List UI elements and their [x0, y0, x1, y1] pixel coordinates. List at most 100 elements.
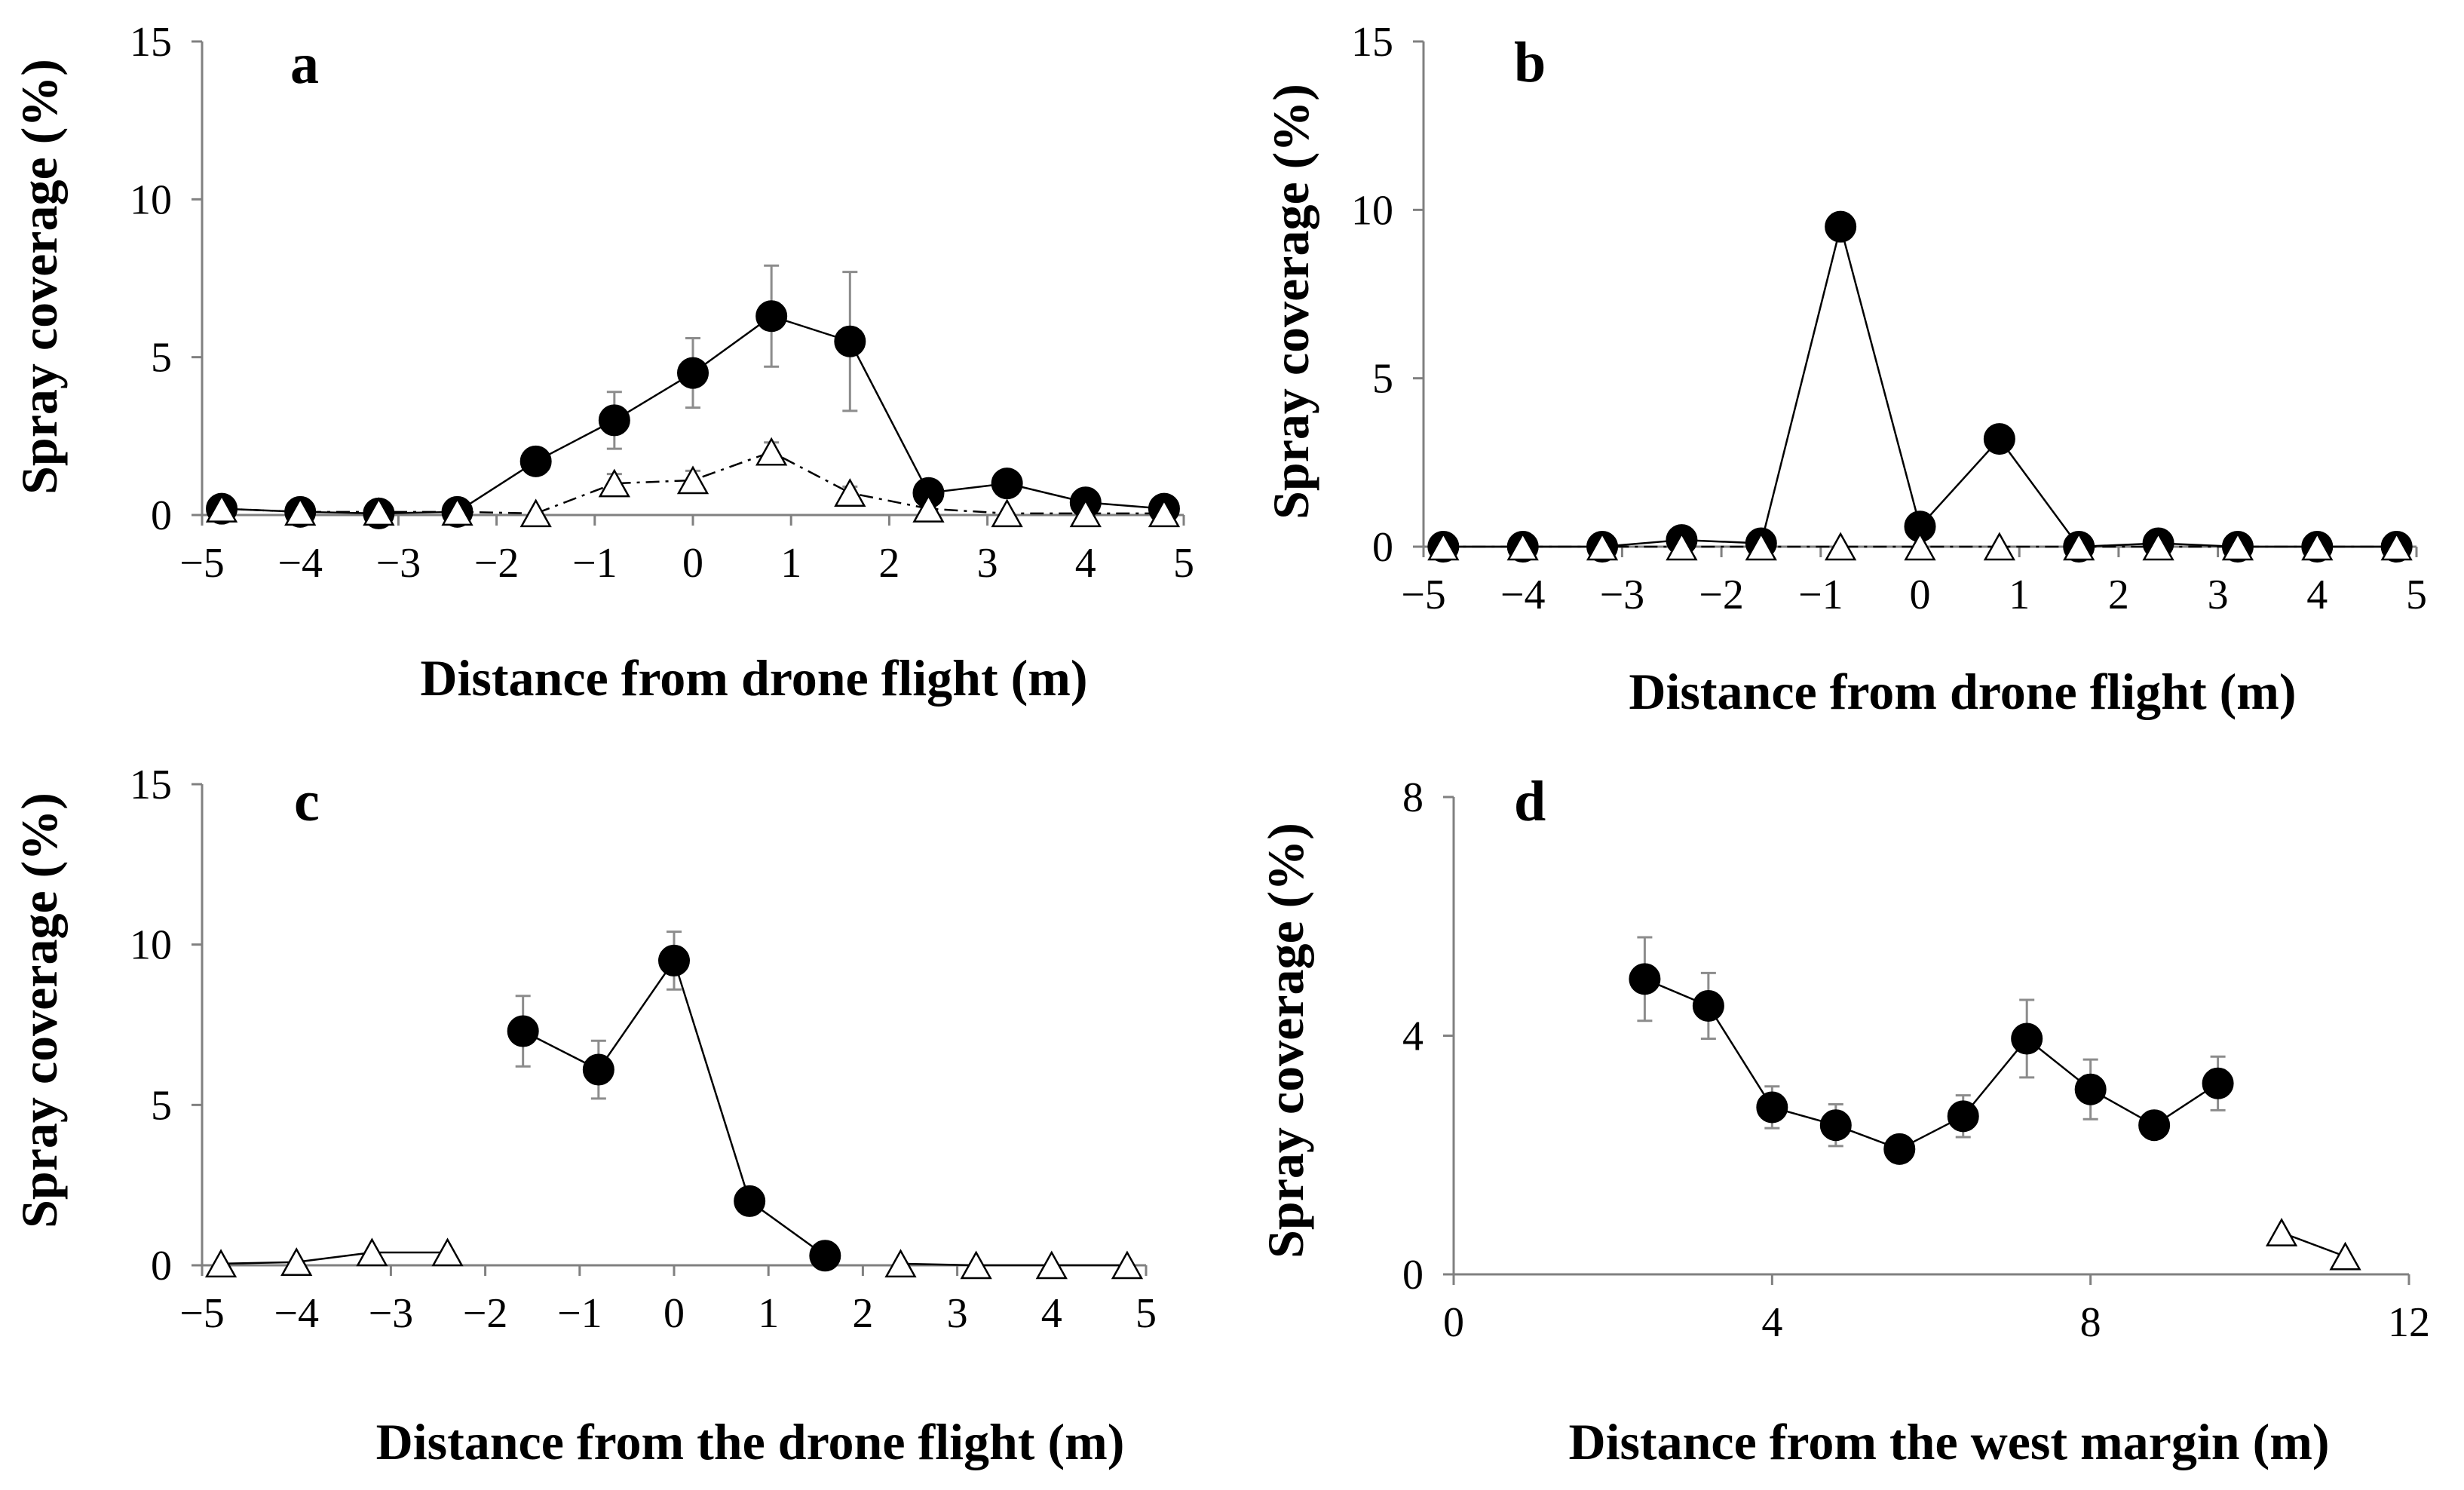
panel-b-data-point-triangle — [1427, 532, 1460, 561]
panel-a-data-point — [598, 404, 630, 437]
panel-c-y-tick-label: 10 — [130, 922, 172, 969]
panel-b-data-point-triangle — [2142, 532, 2174, 561]
panel-d-data-point-triangle — [2329, 1241, 2361, 1271]
panel-a-x-tick-label: 0 — [682, 540, 703, 587]
panel-c-data-point-triangle — [280, 1247, 313, 1276]
panel-c-x-tick-label: 0 — [664, 1290, 685, 1337]
panel-a-y-tick-label: 0 — [151, 492, 172, 539]
panel-d-x-tick-label: 8 — [2080, 1299, 2101, 1346]
panel-c-ylabel: Spray coverage (%) — [11, 793, 68, 1228]
panel-c-y-tick-label: 0 — [151, 1243, 172, 1289]
panel-b-data-point-triangle — [2380, 532, 2413, 561]
panel-c-x-tick-label: −3 — [369, 1290, 414, 1337]
panel-b-x-tick-label: 4 — [2306, 572, 2328, 618]
panel-a-x-tick-label: 2 — [878, 540, 899, 587]
panel-d-data-point — [1819, 1109, 1852, 1142]
panel-d-data-point — [2011, 1022, 2043, 1055]
panel-c-data-point-triangle — [1035, 1250, 1068, 1280]
panel-d-data-point — [1629, 963, 1661, 995]
panel-c-x-tick-label: −5 — [179, 1290, 225, 1337]
panel-b-data-point-triangle — [2221, 532, 2254, 561]
panel-a-chart: a Distance from drone flight (m) Spray c… — [11, 19, 1194, 707]
panel-a-x-tick-label: 4 — [1075, 540, 1096, 587]
panel-d-x-tick-label: 12 — [2388, 1299, 2430, 1346]
panel-c-x-tick-label: −1 — [557, 1290, 602, 1337]
panel-a-x-tick-label: 3 — [977, 540, 998, 587]
panel-d-data-point — [1883, 1133, 1916, 1165]
panel-a-y-tick-label: 5 — [151, 335, 172, 382]
panel-a-data-point — [519, 445, 552, 477]
panel-a-x-tick-label: 5 — [1173, 540, 1194, 587]
panel-a-data-point-triangle — [441, 497, 473, 526]
panel-c-series-2-line — [900, 1262, 1127, 1267]
panel-d-data-point — [1756, 1091, 1788, 1124]
panel-b-ylabel: Spray coverage (%) — [1262, 84, 1319, 520]
panel-a-x-tick-label: −1 — [572, 540, 618, 587]
panel-a-x-tick-label: −5 — [179, 540, 225, 587]
panel-b-y-tick-label: 15 — [1351, 19, 1393, 66]
panel-b-x-tick-label: 1 — [2009, 572, 2030, 618]
panel-c-data-point — [809, 1240, 841, 1272]
panel-a-data-point-triangle — [676, 465, 709, 495]
panel-a-data-point — [677, 357, 709, 389]
panel-c-x-tick-label: 1 — [758, 1290, 779, 1337]
panel-a-y-tick-label: 10 — [130, 176, 172, 223]
panel-b-series-0-line — [1443, 226, 2397, 548]
panel-b-y-tick-label: 10 — [1351, 187, 1393, 234]
panel-b-data-point-triangle — [1983, 532, 2015, 561]
panel-c-data-point-triangle — [1111, 1250, 1144, 1280]
panel-b-data-point-triangle — [2063, 532, 2095, 561]
panel-d-data-point — [2138, 1109, 2171, 1142]
panel-d-data-point — [1692, 989, 1724, 1022]
panel-c-data-point — [658, 944, 690, 976]
panel-c-y-tick-label: 15 — [130, 762, 172, 808]
panel-c-data-point — [734, 1185, 766, 1217]
panel-b-data-point-triangle — [2301, 532, 2334, 561]
panel-c-y-tick-label: 5 — [151, 1082, 172, 1129]
panel-b-x-tick-label: 0 — [1910, 572, 1931, 618]
panel-b-y-tick-label: 0 — [1372, 524, 1393, 571]
panel-a-data-point-triangle — [1148, 498, 1181, 528]
panel-c-x-tick-label: 5 — [1135, 1290, 1157, 1337]
panel-c-data-point-triangle — [204, 1249, 238, 1278]
panel-b-x-tick-label: 5 — [2406, 572, 2427, 618]
panel-a-data-point-triangle — [834, 478, 866, 507]
panel-b-x-tick-label: 3 — [2208, 572, 2229, 618]
panel-a-data-point-triangle — [912, 494, 945, 523]
panel-b-data-point-triangle — [1825, 532, 1857, 561]
panel-d-ylabel: Spray coverage (%) — [1257, 823, 1314, 1259]
panel-a-label: a — [290, 32, 319, 96]
panel-a-xlabel: Distance from drone flight (m) — [420, 649, 1087, 707]
panel-c-xlabel: Distance from the drone flight (m) — [376, 1413, 1125, 1470]
panel-c-x-tick-label: −4 — [274, 1290, 319, 1337]
panel-a-data-point — [755, 300, 788, 333]
panel-a-ylabel: Spray coverage (%) — [11, 59, 68, 495]
panel-b-xlabel: Distance from drone flight (m) — [1629, 663, 2296, 720]
panel-d-y-tick-label: 4 — [1402, 1013, 1424, 1060]
panel-c-data-point-triangle — [356, 1237, 388, 1267]
panel-b-data-point — [1825, 210, 1857, 243]
panel-a-data-point-triangle — [1069, 498, 1102, 528]
panel-c-data-point — [507, 1015, 539, 1047]
panel-b-data-point — [1983, 423, 2015, 455]
panel-c-data-point-triangle — [431, 1237, 464, 1267]
panel-a-data-point-triangle — [991, 498, 1023, 528]
panel-d-x-tick-label: 4 — [1761, 1299, 1782, 1346]
panel-b-x-tick-label: 2 — [2108, 572, 2129, 618]
panel-a-x-tick-label: −4 — [277, 540, 323, 587]
panel-b-x-tick-label: −5 — [1401, 572, 1446, 618]
panel-b-x-tick-label: −4 — [1500, 572, 1546, 618]
panel-b-chart: b Distance from drone flight (m) Spray c… — [1262, 19, 2427, 720]
panel-a-data-point-triangle — [284, 497, 317, 526]
panel-c-data-point — [582, 1053, 614, 1086]
panel-a-data-point-triangle — [363, 497, 395, 526]
panel-a-data-point-triangle — [598, 468, 630, 498]
panel-b-data-point-triangle — [1506, 532, 1539, 561]
panel-b-data-point-triangle — [1904, 532, 1936, 561]
panel-b-y-tick-label: 5 — [1372, 356, 1393, 403]
panel-c-series-0-line — [221, 1251, 448, 1265]
panel-d-series-1-line — [2281, 1231, 2346, 1258]
panel-a-data-point-triangle — [205, 494, 238, 523]
panel-d-chart: d Distance from the west margin (m) Spra… — [1257, 770, 2430, 1470]
